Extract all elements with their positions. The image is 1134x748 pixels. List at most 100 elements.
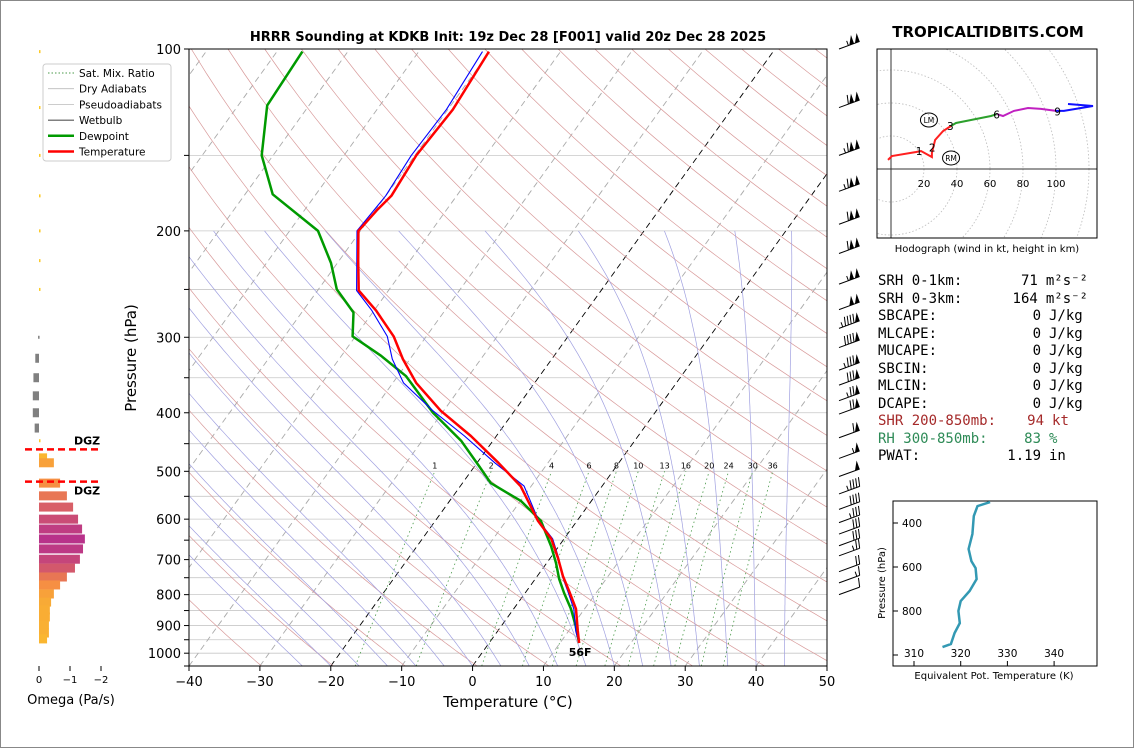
mixing-ratio-label: 8	[614, 461, 619, 470]
barb-pennant	[849, 239, 855, 250]
dgz-label: DGZ	[74, 485, 100, 498]
stat-label: MUCAPE:	[878, 343, 938, 359]
theta-e-line	[942, 500, 991, 649]
stat-label: SBCIN:	[878, 360, 929, 377]
barb-half	[846, 392, 849, 398]
stat-value: 0	[1032, 378, 1041, 394]
barb-half	[843, 184, 847, 190]
stat-unit: J/kg	[1049, 378, 1083, 394]
stat-row: MLCAPE: 0 J/kg	[878, 326, 1088, 344]
barb-full	[857, 477, 861, 487]
omega-tick-label: 0	[36, 675, 42, 686]
isotherm-line	[543, 271, 827, 666]
omega-bar	[32, 408, 39, 418]
stat-unit: %	[1049, 430, 1058, 447]
omega-bar	[39, 458, 54, 468]
wind-barb	[838, 312, 860, 329]
omega-bar	[39, 612, 50, 622]
omega-bar	[39, 554, 80, 564]
barb-full	[852, 355, 855, 365]
barb-full	[852, 531, 855, 541]
hodograph-panel: 20 40 60 80 100 1 23 6 9 LM RM Hodograph (wind in k…	[876, 48, 1098, 255]
barb-full	[855, 506, 858, 517]
wind-barb	[838, 492, 861, 510]
omega-bar	[39, 50, 41, 54]
stat-unit: J/kg	[1049, 395, 1083, 412]
barb-full	[846, 357, 849, 367]
isotherm-line	[472, 172, 827, 666]
barb-staff	[838, 563, 860, 573]
mixing-ratio-line	[653, 471, 710, 666]
barb-staff	[838, 406, 860, 415]
wind-barb	[838, 237, 860, 254]
stat-label: MLCAPE:	[878, 325, 938, 342]
omega-bar	[39, 524, 83, 534]
barb-full	[852, 519, 855, 529]
wind-barb	[838, 293, 860, 311]
legend-entry: Wetbulb	[79, 115, 123, 127]
omega-bar	[39, 514, 79, 524]
mixing-ratio-label: 16	[681, 461, 691, 470]
barb-pennant	[849, 35, 855, 46]
isotherm-line	[330, 49, 776, 666]
barb-staff	[838, 377, 860, 386]
barb-full	[852, 370, 855, 380]
omega-bar	[39, 287, 41, 291]
wind-barb	[838, 529, 861, 547]
hodograph-caption: Hodograph (wind in kt, height in km)	[895, 244, 1080, 255]
barb-full	[857, 554, 861, 565]
barb-full	[846, 315, 849, 326]
barb-pennant	[849, 177, 855, 188]
stat-row: PWAT: 1.19 in	[878, 448, 1088, 466]
hodograph-height-label: 9	[1054, 106, 1061, 118]
omega-bar	[39, 563, 75, 573]
barb-pennant	[849, 210, 855, 221]
omega-bar	[39, 580, 61, 590]
y-tick-label: 900	[156, 620, 181, 635]
barb-full	[849, 371, 852, 381]
dry-adiabat-line	[189, 409, 478, 666]
stat-unit: J/kg	[1049, 308, 1083, 324]
pseudoadiabat-line	[189, 256, 530, 666]
mixing-ratio-line	[415, 471, 492, 666]
wind-barb	[838, 554, 861, 573]
x-tick-label: 10	[535, 675, 552, 690]
x-tick-label: −10	[388, 675, 415, 690]
barb-half	[849, 513, 852, 519]
isotherm-line	[259, 49, 705, 666]
barb-full	[849, 333, 852, 344]
isotherm-line	[189, 49, 421, 372]
y-tick-label: 200	[156, 225, 181, 240]
hodograph-ring-label: 60	[984, 179, 997, 190]
barb-half	[854, 571, 858, 577]
theta-e-y-label: Pressure (hPa)	[877, 547, 888, 619]
x-axis-label: Temperature (°C)	[442, 693, 572, 711]
mixing-ratio-line	[700, 471, 754, 666]
mixing-ratio-label: 6	[586, 461, 591, 470]
stat-value: 1.19	[1007, 448, 1041, 464]
stat-value: 71	[1020, 273, 1038, 289]
omega-bar	[39, 605, 50, 615]
pseudoadiabat-line	[189, 392, 445, 666]
pseudoadiabat-line	[213, 230, 558, 666]
legend-entry: Dewpoint	[79, 131, 129, 143]
mixing-ratio-line	[354, 471, 436, 666]
theta-e-y-tick-label: 600	[902, 562, 922, 574]
pseudoadiabat-line	[189, 307, 502, 666]
omega-bar	[39, 194, 41, 198]
stat-label: SBCAPE:	[878, 308, 938, 324]
wind-barbs	[838, 33, 861, 596]
omega-bar	[35, 353, 39, 363]
stat-value: 164	[1012, 290, 1038, 307]
theta-e-panel: 310 320 330 340 400 600 800 Equivalent Pot. Tem…	[877, 500, 1098, 682]
barb-pennant	[854, 421, 860, 432]
mixing-ratio-label: 36	[768, 461, 778, 470]
brand-watermark: TROPICALTIDBITS.COM	[892, 23, 1084, 41]
x-tick-label: −30	[246, 675, 273, 690]
y-tick-label: 400	[156, 407, 181, 422]
barb-pennant	[849, 295, 855, 306]
barb-staff	[838, 574, 860, 584]
legend-box	[42, 63, 172, 162]
pseudoadiabat-line	[189, 554, 303, 666]
